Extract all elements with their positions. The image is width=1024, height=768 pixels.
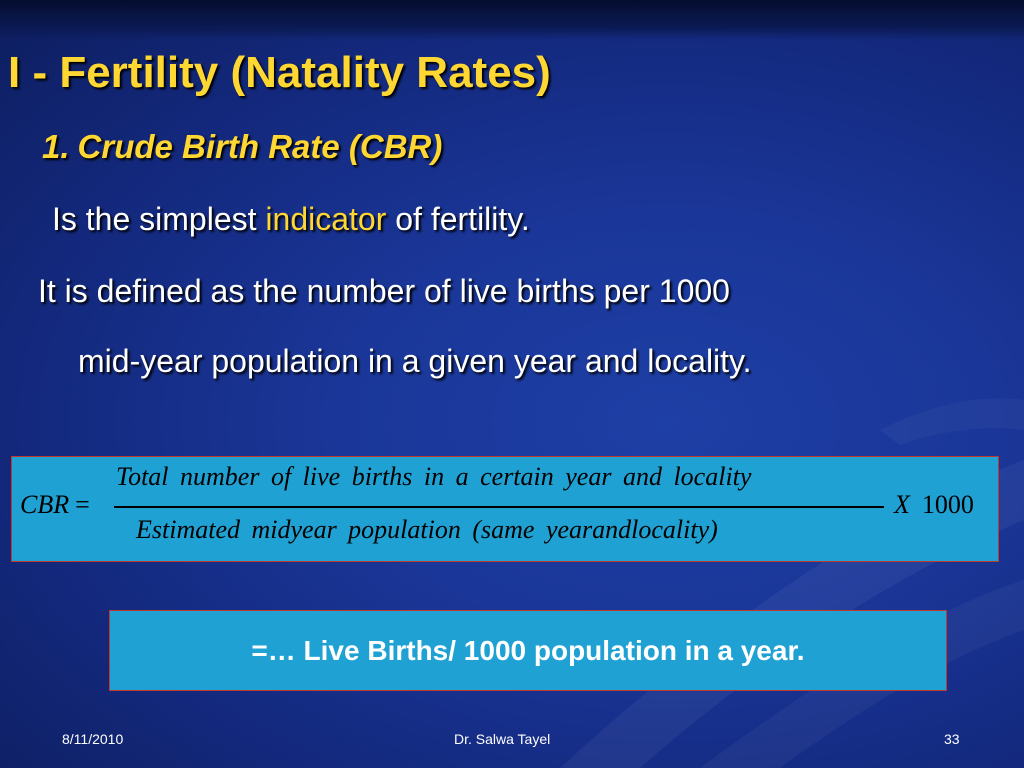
footer-page-number: 33 [944,731,960,747]
highlighted-term: indicator [265,201,387,237]
formula-numerator: Total number of live births in a certain… [116,462,752,491]
formula-multiplier: X 1000 [894,490,974,520]
formula-lhs-label: CBR [20,490,70,519]
definition-line-1-post: of fertility. [386,201,530,237]
multiplier-symbol: X [894,490,910,519]
footer-author: Dr. Salwa Tayel [454,731,551,747]
top-dark-band [0,0,1024,40]
definition-line-1: Is the simplest indicator of fertility. [52,201,530,238]
definition-line-2: It is defined as the number of live birt… [38,273,730,309]
section-heading-text: Crude Birth Rate (CBR) [77,128,443,165]
cbr-formula-box: CBR = Total number of live births in a ce… [11,456,999,562]
definition-line-3: mid-year population in a given year and … [78,343,752,379]
formula-equals-sign: = [75,490,90,519]
formula-lhs: CBR = [20,490,90,520]
slide-title: I - Fertility (Natality Rates) [8,48,551,97]
multiplier-value: 1000 [921,490,974,519]
result-box: =… Live Births/ 1000 population in a yea… [109,610,947,691]
definition-line-1-pre: Is the simplest [52,201,266,237]
footer-date: 8/11/2010 [62,731,124,747]
fraction-bar [114,506,884,508]
section-number: 1. [42,128,70,165]
formula-denominator: Estimated midyear population (same yeara… [136,515,718,544]
result-text: =… Live Births/ 1000 population in a yea… [251,634,805,666]
section-heading: 1. Crude Birth Rate (CBR) [42,128,442,166]
